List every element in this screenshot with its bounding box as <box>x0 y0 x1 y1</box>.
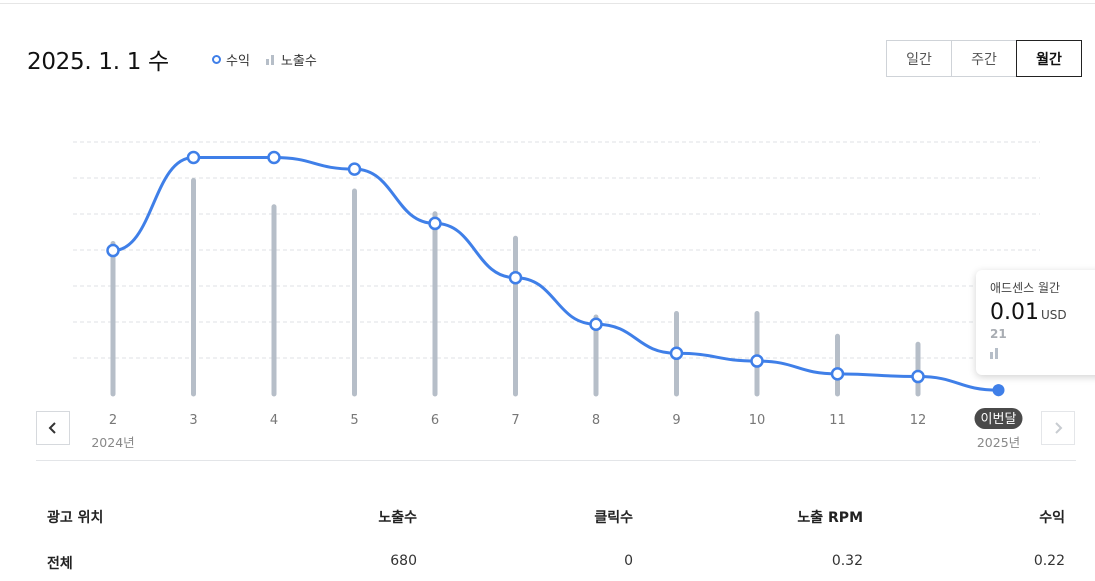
legend-label-impressions: 노출수 <box>280 54 317 69</box>
period-toggle: 일간 주간 월간 <box>886 40 1082 77</box>
line-marker-icon <box>212 55 221 64</box>
legend-item-revenue: 수익 <box>212 50 250 69</box>
revenue-line <box>112 156 999 392</box>
chart-tooltip: 애드센스 월간 0.01 USD 21 <box>976 270 1095 375</box>
bar-chart-icon <box>990 347 1092 359</box>
page-title: 2025. 1. 1 수 <box>27 49 169 75</box>
year-label: 2025년 <box>977 435 1020 450</box>
revenue-point <box>750 354 764 368</box>
x-tick-label: 11 <box>829 413 846 428</box>
top-divider <box>0 3 1095 4</box>
cell-clicks: 0 <box>624 553 633 569</box>
x-tick-label: 8 <box>592 413 600 428</box>
revenue-point <box>347 162 362 176</box>
revenue-point <box>428 216 442 231</box>
x-tick-label: 이번달 <box>981 412 1017 427</box>
revenue-point <box>106 243 120 258</box>
revenue-point <box>992 384 1005 397</box>
revenue-point <box>830 367 845 381</box>
x-tick-label: 10 <box>749 413 766 428</box>
prev-period-button[interactable] <box>36 411 70 445</box>
cell-revenue: 0.22 <box>1033 553 1065 569</box>
x-tick-label: 6 <box>431 413 439 428</box>
header-impressions: 노출수 <box>378 510 417 526</box>
x-tick-label: 5 <box>350 413 358 428</box>
year-label: 2024년 <box>91 435 134 450</box>
tooltip-title: 애드센스 월간 <box>990 281 1061 295</box>
x-tick-label: 3 <box>189 413 197 428</box>
current-month-badge <box>974 408 1023 429</box>
legend-label-revenue: 수익 <box>226 54 250 69</box>
chevron-right-icon <box>1055 422 1063 434</box>
x-tick-label: 7 <box>511 413 519 428</box>
tooltip-value-row: 0.01 USD <box>990 300 1092 325</box>
x-tick-label: 9 <box>672 413 680 428</box>
tooltip-unit: USD <box>1040 308 1067 322</box>
next-period-button[interactable] <box>1041 411 1075 445</box>
chevron-left-icon <box>48 422 56 434</box>
bar-chart-icon <box>265 54 276 65</box>
x-tick-label: 2 <box>109 413 117 428</box>
table-header-row: 광고 위치 노출수 클릭수 노출 RPM 수익 <box>47 507 1065 527</box>
x-tick-label: 12 <box>910 413 927 428</box>
chart-legend: 수익 노출수 <box>212 50 333 69</box>
revenue-point <box>508 270 523 285</box>
cell-impressions: 680 <box>390 553 417 569</box>
tab-daily[interactable]: 일간 <box>886 40 952 77</box>
cell-rpm: 0.32 <box>831 553 863 569</box>
revenue-point <box>669 346 684 361</box>
table-divider <box>36 460 1076 461</box>
tooltip-impressions: 21 <box>990 327 1007 341</box>
tooltip-value: 0.01 <box>990 300 1039 325</box>
revenue-point <box>911 369 925 384</box>
revenue-point <box>186 150 201 165</box>
revenue-point <box>267 150 281 165</box>
revenue-point <box>589 317 603 331</box>
x-tick-label: 4 <box>270 413 278 428</box>
header-ad-position: 광고 위치 <box>47 510 104 526</box>
table-row: 전체 680 0 0.32 0.22 <box>47 553 1065 573</box>
header-rpm: 노출 RPM <box>797 510 863 526</box>
cell-ad-position: 전체 <box>47 556 73 572</box>
tab-weekly[interactable]: 주간 <box>951 40 1017 77</box>
header-clicks: 클릭수 <box>594 510 633 526</box>
tab-monthly[interactable]: 월간 <box>1016 40 1082 77</box>
header-revenue: 수익 <box>1039 510 1065 526</box>
legend-item-impressions: 노출수 <box>265 50 317 69</box>
